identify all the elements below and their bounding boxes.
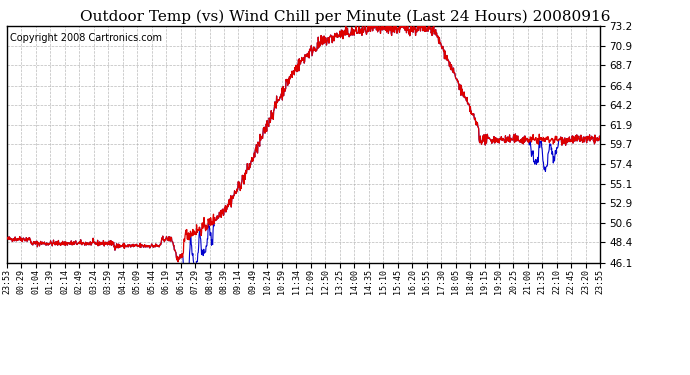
Text: Outdoor Temp (vs) Wind Chill per Minute (Last 24 Hours) 20080916: Outdoor Temp (vs) Wind Chill per Minute …	[80, 9, 610, 24]
Text: Copyright 2008 Cartronics.com: Copyright 2008 Cartronics.com	[10, 33, 162, 44]
